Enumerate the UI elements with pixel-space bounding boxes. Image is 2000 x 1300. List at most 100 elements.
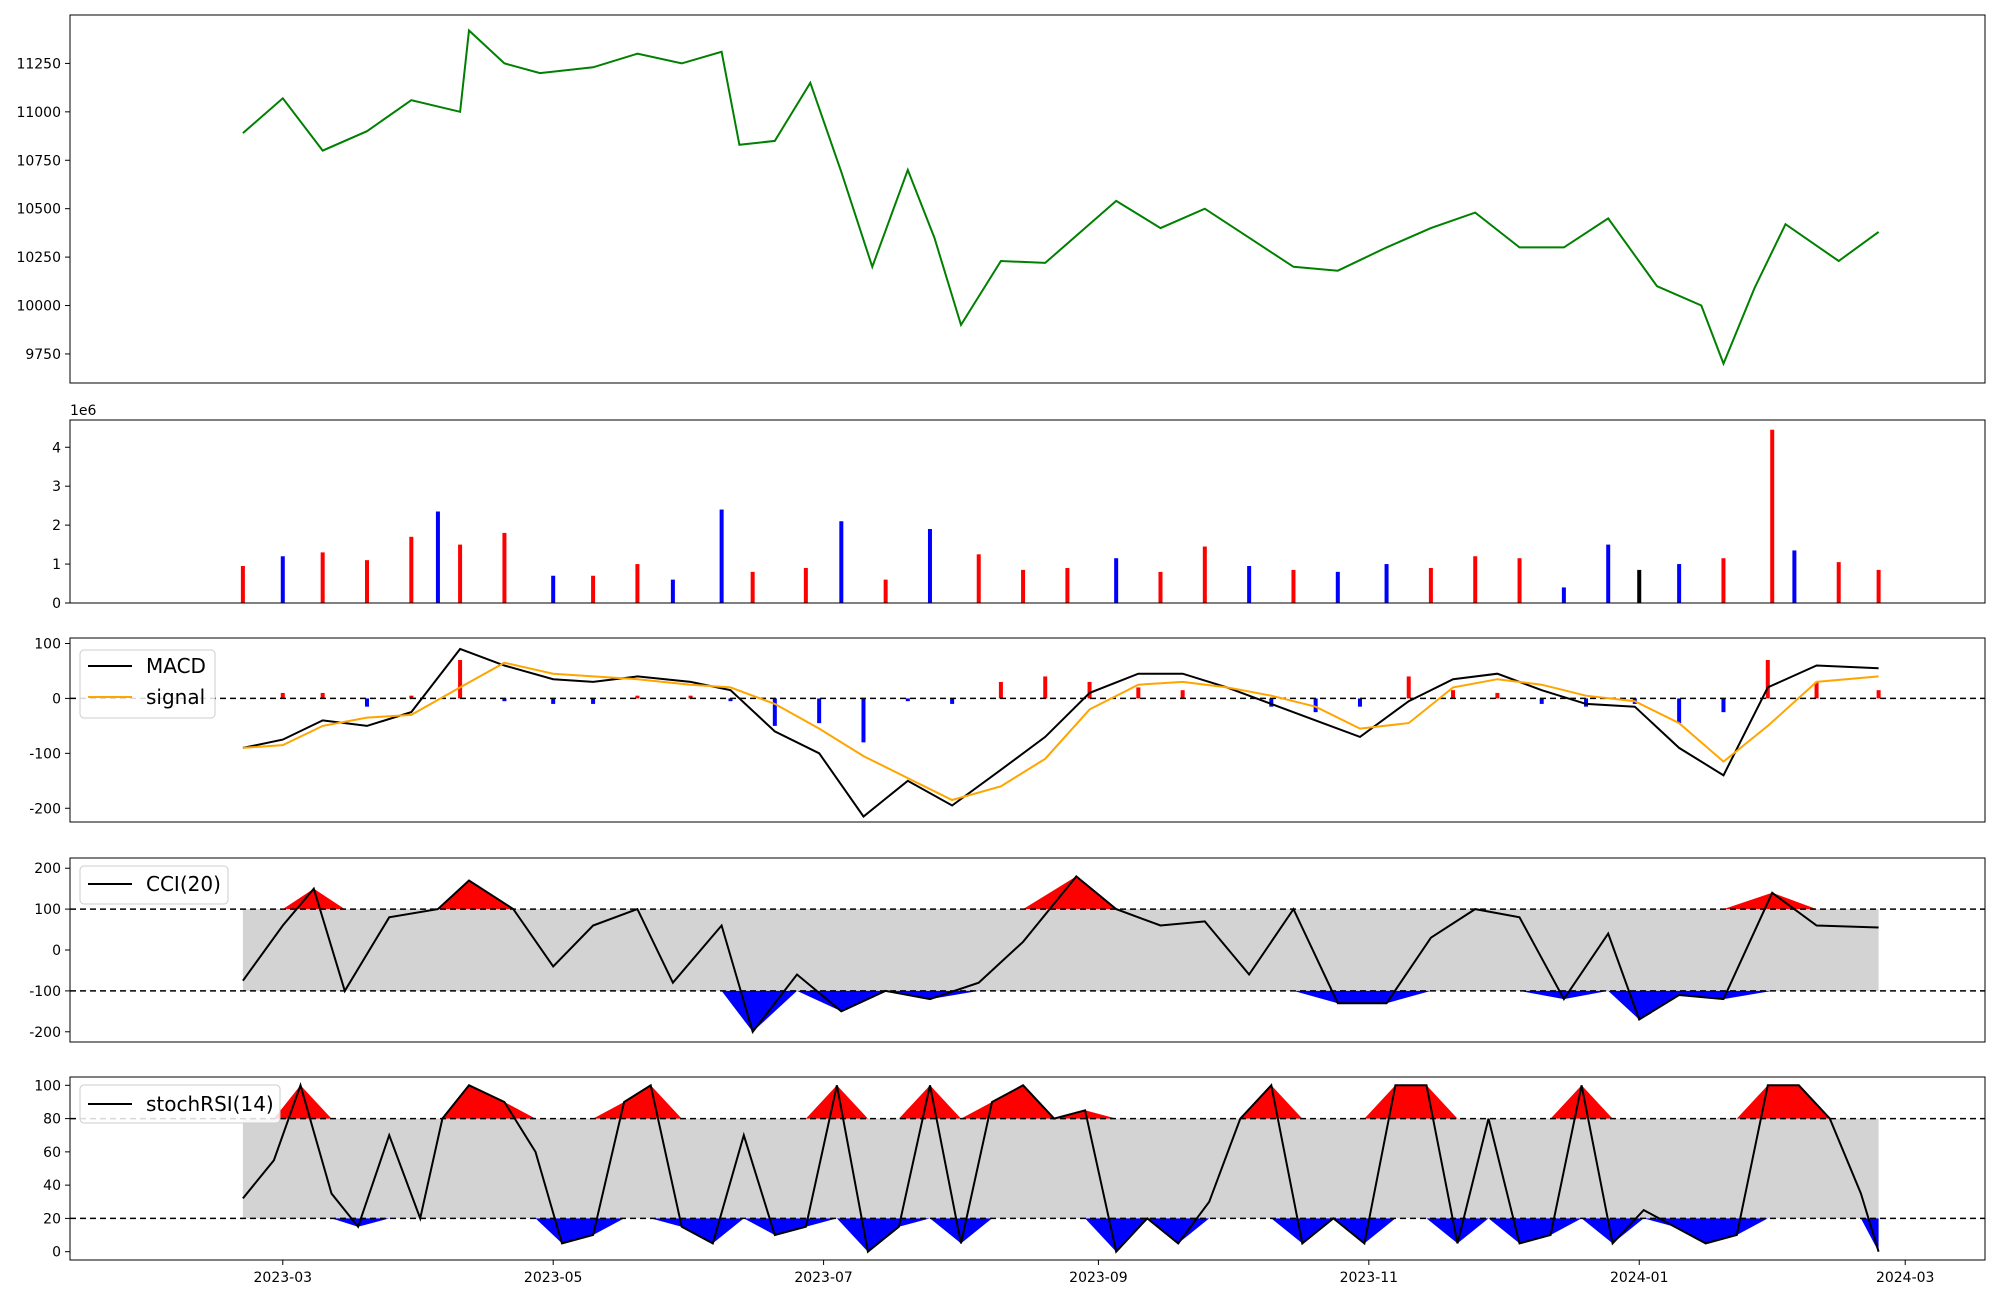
volume-bar [1876, 569, 1881, 603]
macd-histogram-bar [772, 698, 777, 726]
macd-histogram-bar [320, 692, 325, 699]
volume-bar [635, 564, 640, 603]
volume-bar [750, 571, 755, 603]
macd-histogram-bar [409, 695, 414, 699]
macd-histogram-bar [817, 698, 822, 724]
volume-bar [1637, 569, 1642, 603]
volume-bar [927, 529, 932, 603]
volume-bar [591, 575, 596, 603]
volume-bar [1158, 571, 1163, 603]
volume-bar [670, 579, 675, 603]
cci-ytick-label: 0 [52, 943, 61, 959]
macd-histogram-bar [1765, 659, 1770, 699]
macd-histogram-bar [1406, 676, 1411, 699]
volume-bar [1836, 562, 1841, 603]
volume-bar [719, 509, 724, 603]
volume-bar [1561, 587, 1566, 603]
macd-ytick-label: 0 [52, 691, 61, 707]
price-ytick-label: 10250 [16, 250, 61, 266]
volume-bar [1677, 564, 1682, 603]
macd-panel: -200 -100 0 100 MACD signal [29, 636, 1986, 823]
macd-ytick-label: -100 [29, 746, 61, 762]
volume-bar [1335, 571, 1340, 603]
date-tick-label: 2023-03 [254, 1270, 313, 1286]
price-ytick-label: 10500 [16, 202, 61, 218]
volume-bar [1428, 567, 1433, 603]
volume-bar [839, 521, 844, 603]
macd-histogram-bar [1180, 690, 1185, 699]
volume-bar [502, 532, 507, 603]
macd-histogram-bar [1043, 676, 1048, 699]
cci-line [242, 874, 1879, 1034]
volume-bar [1517, 558, 1522, 603]
volume-bar [320, 552, 325, 603]
macd-legend-label: MACD [146, 654, 206, 678]
macd-histogram-bar [280, 692, 285, 699]
price-ytick-label: 9750 [25, 347, 61, 363]
macd-histogram-bar [635, 695, 640, 699]
macd-histogram-bar [1313, 698, 1318, 713]
date-tick-label: 2023-09 [1069, 1270, 1128, 1286]
volume-bar [551, 575, 556, 603]
volume-bar [1606, 544, 1611, 603]
price-line [242, 28, 1880, 367]
volume-bar [1021, 569, 1026, 603]
macd-histogram-bar [365, 698, 370, 707]
date-tick-label: 2023-05 [524, 1270, 583, 1286]
date-tick-label: 2023-11 [1340, 1270, 1399, 1286]
volume-bar [1770, 429, 1775, 603]
volume-bar [1792, 550, 1797, 603]
volume-ytick-label: 4 [52, 440, 61, 456]
volume-ytick-label: 1 [52, 557, 61, 573]
macd-histogram-bar [1677, 698, 1682, 724]
macd-histogram-bar [1357, 698, 1362, 707]
macd-axes-frame [69, 637, 1986, 823]
price-ytick-label: 10750 [16, 153, 61, 169]
date-tick-label: 2024-03 [1876, 1270, 1935, 1286]
price-axes-frame [69, 14, 1986, 384]
macd-histogram-bar [728, 698, 733, 702]
cci-legend-label: CCI(20) [146, 872, 221, 896]
macd-histogram-bar [1584, 698, 1589, 707]
macd-legend: MACD signal [79, 649, 216, 719]
volume-ytick-label: 0 [52, 596, 61, 612]
volume-panel: 1e6 0 1 2 3 4 [52, 403, 1986, 612]
volume-bar [1202, 546, 1207, 603]
volume-bar [1473, 556, 1478, 603]
volume-bar [1721, 558, 1726, 603]
volume-bar [803, 567, 808, 603]
volume-bar [458, 544, 463, 603]
stochrsi-ytick-label: 100 [34, 1078, 61, 1094]
macd-line [242, 647, 1879, 818]
macd-histogram-bar [1539, 698, 1544, 704]
macd-histogram-bar [998, 681, 1003, 699]
macd-histogram-bar [502, 698, 507, 702]
volume-bar [280, 556, 285, 603]
macd-histogram-bar [1269, 698, 1274, 707]
macd-histogram-bar [1451, 690, 1456, 699]
price-panel: 9750 10000 10250 10500 10750 11000 11250 [16, 14, 1986, 384]
macd-histogram-bar [688, 695, 693, 699]
price-ytick-label: 11000 [16, 105, 61, 121]
macd-histogram-bar [1721, 698, 1726, 713]
stochrsi-legend: stochRSI(14) [79, 1084, 281, 1124]
cci-panel: -200 -100 0 100 200 CCI(20) [29, 857, 1986, 1043]
macd-histogram-bar [551, 698, 556, 704]
price-ytick-label: 10000 [16, 299, 61, 315]
cci-ytick-label: 200 [34, 861, 61, 877]
stochrsi-neutral-band [242, 1118, 1879, 1219]
price-ytick-label: 11250 [16, 56, 61, 72]
volume-ytick-label: 2 [52, 518, 61, 534]
macd-histogram-bar [861, 698, 866, 743]
volume-multiplier-label: 1e6 [70, 403, 97, 419]
macd-histogram-bar [1495, 692, 1500, 699]
macd-histogram-bar [1087, 681, 1092, 699]
cci-ytick-label: 100 [34, 902, 61, 918]
cci-overbought-fill [242, 876, 1879, 910]
stochrsi-line [242, 1082, 1880, 1254]
volume-ytick-label: 3 [52, 479, 61, 495]
cci-axes-frame [69, 857, 1986, 1043]
cci-ytick-label: -200 [29, 1025, 61, 1041]
macd-histogram-bar [905, 698, 910, 702]
